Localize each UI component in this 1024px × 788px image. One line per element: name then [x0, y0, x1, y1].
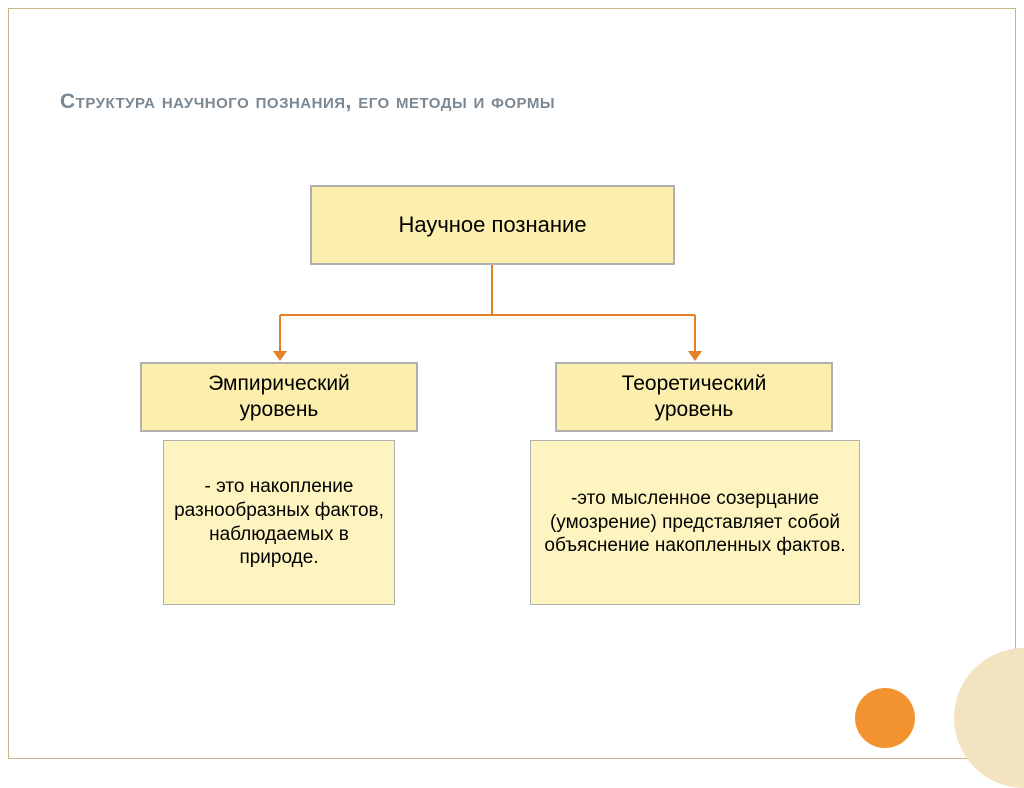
decorative-circle [855, 688, 915, 748]
empirical-desc: - это накопление разнообразных фактов, н… [163, 440, 395, 605]
root-node-label: Научное познание [398, 211, 586, 239]
slide-title: Структура научного познания, его методы … [60, 90, 555, 114]
empirical-node-label: Эмпирический уровень [208, 371, 350, 424]
theoretical-node-label: Теоретический уровень [622, 371, 767, 424]
theoretical-node: Теоретический уровень [555, 362, 833, 432]
empirical-node: Эмпирический уровень [140, 362, 418, 432]
theoretical-desc: -это мысленное созерцание (умозрение) пр… [530, 440, 860, 605]
root-node: Научное познание [310, 185, 675, 265]
theoretical-desc-text: -это мысленное созерцание (умозрение) пр… [541, 487, 849, 558]
empirical-desc-text: - это накопление разнообразных фактов, н… [174, 475, 384, 570]
